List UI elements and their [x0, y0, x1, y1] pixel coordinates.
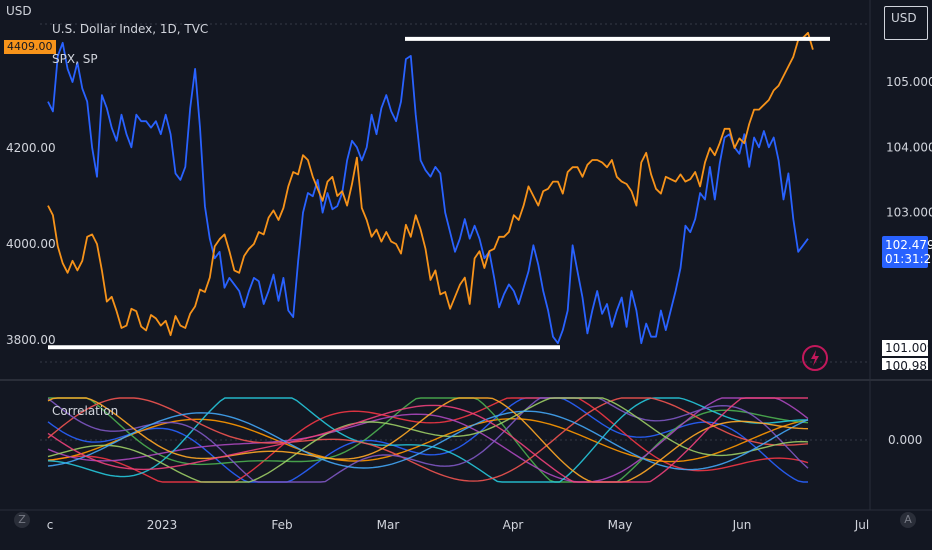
time-axis-tick: Mar: [377, 518, 400, 532]
right-axis-unit-button[interactable]: USD: [884, 6, 928, 40]
main-pane[interactable]: [47, 31, 830, 350]
correlation-line: [47, 397, 808, 483]
current-price: 102.479: [885, 238, 932, 252]
support-price-tag: 101.009: [882, 340, 932, 356]
correlation-line: [47, 397, 809, 483]
left-axis-unit: USD: [6, 4, 32, 18]
bar-countdown: 01:31:21: [885, 252, 932, 266]
time-axis-tick: c: [47, 518, 54, 532]
left-axis-tick: 4200.00: [6, 141, 56, 155]
auto-scale-time-button[interactable]: Z: [14, 512, 30, 528]
right-axis-tick: 103.000: [886, 206, 932, 220]
time-axis-tick: May: [608, 518, 633, 532]
time-axis-tick: Feb: [271, 518, 292, 532]
correlation-line: [47, 397, 809, 483]
series-line-spx: [47, 31, 814, 337]
series-line-dxy: [47, 41, 809, 345]
correlation-pane[interactable]: [47, 397, 809, 483]
time-axis-tick: Apr: [503, 518, 524, 532]
right-axis-tick: 104.000: [886, 140, 932, 154]
time-axis-tick: 2023: [147, 518, 178, 532]
lightning-icon[interactable]: [802, 345, 828, 371]
symbol-title[interactable]: U.S. Dollar Index, 1D, TVC: [52, 22, 209, 36]
time-axis-tick: Jun: [732, 518, 752, 532]
correlation-line: [47, 397, 809, 483]
correlation-line: [47, 397, 809, 483]
auto-scale-price-button[interactable]: A: [900, 512, 916, 528]
left-axis-tick: 4000.00: [6, 237, 56, 251]
left-cut-price-tag: 4409.00: [4, 40, 56, 54]
grid: [0, 0, 932, 511]
overlay-symbol-title[interactable]: SPX, SP: [52, 52, 98, 66]
current-price-tag: 102.479 01:31:21: [882, 236, 932, 268]
correlation-line: [47, 397, 809, 483]
correlation-line: [47, 417, 809, 463]
axes: 4200.00 4000.00 3800.00 105.000 104.000 103.0…: [6, 75, 932, 532]
support-price-tag-cut: 100.987: [882, 358, 928, 370]
time-axis-tick: Jul: [854, 518, 869, 532]
indicator-title[interactable]: Correlation: [52, 404, 119, 418]
correlation-line: [47, 397, 808, 483]
right-axis-tick: 105.000: [886, 75, 932, 89]
indicator-axis-tick: 0.000: [888, 433, 922, 447]
correlation-line: [47, 410, 809, 471]
left-axis-tick: 3800.00: [6, 333, 56, 347]
correlation-line: [47, 397, 809, 482]
